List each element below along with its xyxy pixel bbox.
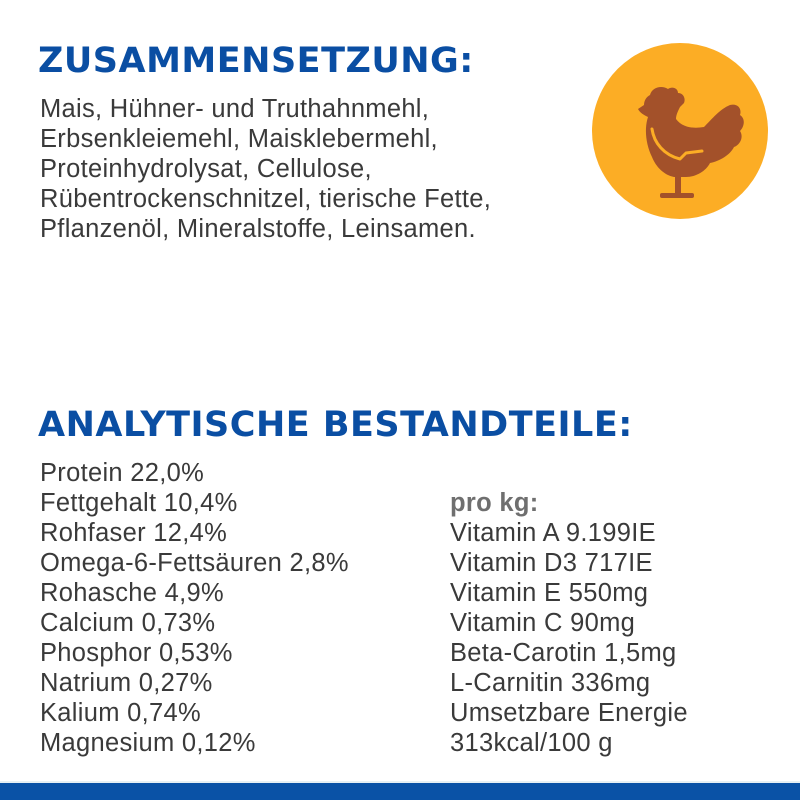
composition-text: Mais, Hühner- und Truthahnmehl, Erbsenkl… (40, 94, 600, 244)
analysis-item: Natrium 0,27% (40, 669, 213, 697)
vitamin-item: Umsetzbare Energie (450, 699, 688, 727)
analysis-item: Rohasche 4,9% (40, 579, 224, 607)
composition-line: Pflanzenöl, Mineralstoffe, Leinsamen. (40, 215, 476, 243)
vitamin-item: Vitamin C 90mg (450, 609, 636, 637)
chicken-icon (638, 87, 744, 198)
analysis-item: Magnesium 0,12% (40, 729, 256, 757)
footer-divider (0, 781, 800, 783)
vitamin-item: L-Carnitin 336mg (450, 669, 651, 697)
composition-line: Proteinhydrolysat, Cellulose, (40, 155, 372, 183)
analysis-item: Fettgehalt 10,4% (40, 489, 238, 517)
composition-line: Rübentrockenschnitzel, tierische Fette, (40, 185, 492, 213)
vitamin-item: Vitamin A 9.199IE (450, 519, 656, 547)
vitamin-item: Vitamin D3 717IE (450, 549, 653, 577)
composition-line: Mais, Hühner- und Truthahnmehl, (40, 95, 430, 123)
analysis-item: Kalium 0,74% (40, 699, 201, 727)
analysis-item: Rohfaser 12,4% (40, 519, 228, 547)
analysis-item: Phosphor 0,53% (40, 639, 233, 667)
composition-heading: ZUSAMMENSETZUNG: (38, 41, 474, 81)
analysis-item: Protein 22,0% (40, 459, 205, 487)
footer-bar (0, 783, 800, 800)
analysis-item: Omega-6-Fettsäuren 2,8% (40, 549, 349, 577)
vitamin-item: Beta-Carotin 1,5mg (450, 639, 677, 667)
vitamin-item: Vitamin E 550mg (450, 579, 649, 607)
analysis-list: Protein 22,0% Fettgehalt 10,4% Rohfaser … (40, 458, 349, 758)
vitamin-header: pro kg: (450, 489, 539, 517)
analysis-heading: ANALYTISCHE BESTANDTEILE: (38, 405, 633, 445)
analysis-item: Calcium 0,73% (40, 609, 216, 637)
vitamin-item: 313kcal/100 g (450, 729, 613, 757)
composition-line: Erbsenkleiemehl, Maisklebermehl, (40, 125, 438, 153)
chicken-badge (592, 43, 768, 219)
vitamin-list: pro kg: Vitamin A 9.199IE Vitamin D3 717… (450, 488, 688, 758)
